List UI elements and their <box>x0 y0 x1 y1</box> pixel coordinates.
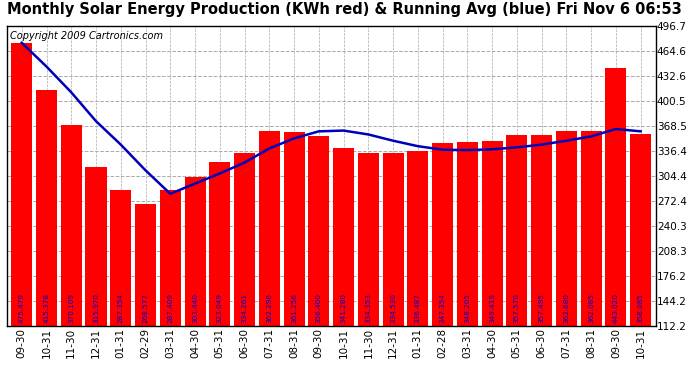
Text: 358.085: 358.085 <box>638 293 644 323</box>
Text: 356.400: 356.400 <box>316 293 322 323</box>
Bar <box>61 125 82 375</box>
Bar <box>506 135 527 375</box>
Bar <box>556 131 577 375</box>
Text: 362.085: 362.085 <box>588 293 594 323</box>
Text: 361.256: 361.256 <box>291 293 297 323</box>
Text: 315.970: 315.970 <box>93 293 99 323</box>
Bar <box>605 68 627 375</box>
Bar <box>184 177 206 375</box>
Text: 334.353: 334.353 <box>365 293 371 323</box>
Bar <box>333 147 354 375</box>
Text: 362.680: 362.680 <box>563 293 569 323</box>
Bar <box>110 190 131 375</box>
Bar <box>308 136 329 375</box>
Text: 370.109: 370.109 <box>68 293 75 323</box>
Bar <box>630 134 651 375</box>
Text: 334.530: 334.530 <box>390 293 396 323</box>
Bar <box>135 204 156 375</box>
Text: Copyright 2009 Cartronics.com: Copyright 2009 Cartronics.com <box>10 31 163 41</box>
Text: 362.296: 362.296 <box>266 293 273 323</box>
Text: 323.049: 323.049 <box>217 293 223 323</box>
Bar <box>160 189 181 375</box>
Bar <box>36 90 57 375</box>
Bar <box>209 162 230 375</box>
Bar <box>234 153 255 375</box>
Bar <box>457 142 478 375</box>
Bar <box>259 131 280 375</box>
Bar <box>11 43 32 375</box>
Text: 341.280: 341.280 <box>341 293 346 323</box>
Bar <box>382 153 404 375</box>
Text: 287.409: 287.409 <box>167 293 173 323</box>
Text: 357.495: 357.495 <box>539 293 544 323</box>
Bar <box>432 143 453 375</box>
Text: 443.020: 443.020 <box>613 293 619 323</box>
Text: Monthly Solar Energy Production (KWh red) & Running Avg (blue) Fri Nov 6 06:53: Monthly Solar Energy Production (KWh red… <box>7 2 682 17</box>
Text: 348.205: 348.205 <box>464 293 471 323</box>
Text: 347.354: 347.354 <box>440 293 446 323</box>
Bar <box>284 132 304 375</box>
Text: 415.378: 415.378 <box>43 293 50 323</box>
Bar <box>531 135 552 375</box>
Text: 357.570: 357.570 <box>514 293 520 323</box>
Bar <box>580 131 602 375</box>
Bar <box>358 153 379 375</box>
Text: 349.419: 349.419 <box>489 293 495 323</box>
Text: 334.261: 334.261 <box>241 293 248 323</box>
Text: 336.487: 336.487 <box>415 293 421 323</box>
Text: 475.479: 475.479 <box>19 293 25 323</box>
Bar <box>482 141 502 375</box>
Bar <box>86 167 106 375</box>
Bar <box>407 151 428 375</box>
Text: 303.440: 303.440 <box>192 293 198 323</box>
Text: 287.354: 287.354 <box>118 293 124 323</box>
Text: 268.577: 268.577 <box>143 293 148 323</box>
